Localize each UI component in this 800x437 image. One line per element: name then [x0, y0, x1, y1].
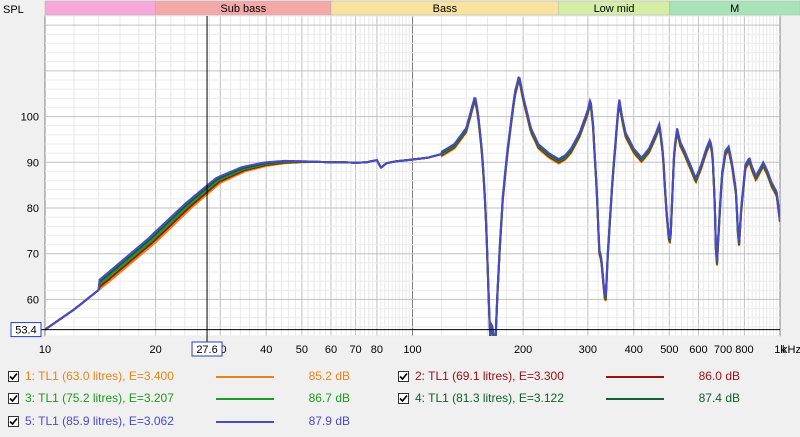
legend-checkbox[interactable]: [8, 370, 19, 382]
legend-item-1: 1: TL1 (63.0 litres), E=3.400: [8, 366, 174, 386]
x-axis-unit-label: kHz: [782, 344, 800, 356]
x-tick-label: 500: [660, 344, 678, 356]
band-label: M: [730, 3, 739, 15]
legend-checkbox[interactable]: [398, 392, 409, 404]
legend-series-name: 5: TL1 (85.9 litres), E=3.062: [25, 414, 174, 428]
band-label: Sub bass: [220, 3, 266, 15]
x-tick-label: 50: [296, 344, 308, 356]
y-tick-label: 90: [27, 157, 39, 169]
x-tick-label: 40: [260, 344, 272, 356]
legend-value: 85.2 dB: [308, 369, 350, 383]
legend-item-5: 5: TL1 (85.9 litres), E=3.062: [8, 411, 174, 431]
series-line-5: [45, 76, 780, 336]
legend-item-2: 2: TL1 (69.1 litres), E=3.300: [398, 366, 564, 386]
y-tick-label: 80: [27, 203, 39, 215]
y-tick-label: 100: [21, 112, 39, 124]
legend-value: 87.4 dB: [698, 391, 740, 405]
legend-value: 86.0 dB: [698, 369, 740, 383]
x-tick-label: 300: [579, 344, 597, 356]
y-tick-label: 70: [27, 249, 39, 261]
x-tick-label: 600: [689, 344, 707, 356]
band-0: [44, 0, 156, 16]
legend-swatch: [606, 376, 664, 378]
response-curves: [45, 76, 780, 336]
cursor-y-readout: 53.4: [15, 325, 36, 337]
legend-swatch: [606, 398, 664, 400]
band-label: Bass: [433, 3, 458, 15]
x-tick-label: 800: [735, 344, 753, 356]
x-tick-label: 80: [371, 344, 383, 356]
legend-checkbox[interactable]: [398, 370, 409, 382]
x-tick-label: 400: [625, 344, 643, 356]
legend-swatch: [216, 421, 274, 423]
x-tick-label: 60: [325, 344, 337, 356]
x-tick-label: 1k: [774, 344, 786, 356]
cursor-x-readout: 27.6: [196, 344, 217, 356]
x-tick-label: 20: [150, 344, 162, 356]
frequency-bands: Sub bass Bass Low mid M: [44, 0, 800, 16]
legend-swatch: [216, 398, 274, 400]
legend-series-name: 4: TL1 (81.3 litres), E=3.122: [415, 391, 564, 405]
legend-checkbox[interactable]: [8, 392, 19, 404]
legend-series-name: 1: TL1 (63.0 litres), E=3.400: [25, 369, 174, 383]
x-tick-label: 100: [403, 344, 421, 356]
y-axis-label: SPL: [3, 4, 24, 16]
grid: [44, 15, 781, 337]
legend-item-3: 3: TL1 (75.2 litres), E=3.207: [8, 388, 174, 408]
legend-value: 87.9 dB: [308, 414, 350, 428]
legend-swatch: [216, 376, 274, 378]
x-tick-label: 70: [349, 344, 361, 356]
x-tick-label: 700: [714, 344, 732, 356]
legend-checkbox[interactable]: [8, 415, 19, 427]
tick-labels: 1020304050607080100200300400500600700800…: [10, 112, 786, 357]
cursor: [41, 16, 780, 342]
x-tick-label: 10: [39, 344, 51, 356]
legend-value: 86.7 dB: [308, 391, 350, 405]
x-tick-label: 200: [514, 344, 532, 356]
y-tick-label: 60: [27, 294, 39, 306]
band-label: Low mid: [594, 3, 635, 15]
legend: 1: TL1 (63.0 litres), E=3.400 85.2 dB 2: T…: [0, 362, 800, 437]
legend-series-name: 2: TL1 (69.1 litres), E=3.300: [415, 369, 564, 383]
cursor-x-readout-box: [191, 341, 223, 357]
cursor-y-readout-box: [10, 322, 42, 338]
legend-item-4: 4: TL1 (81.3 litres), E=3.122: [398, 388, 564, 408]
legend-series-name: 3: TL1 (75.2 litres), E=3.207: [25, 391, 174, 405]
